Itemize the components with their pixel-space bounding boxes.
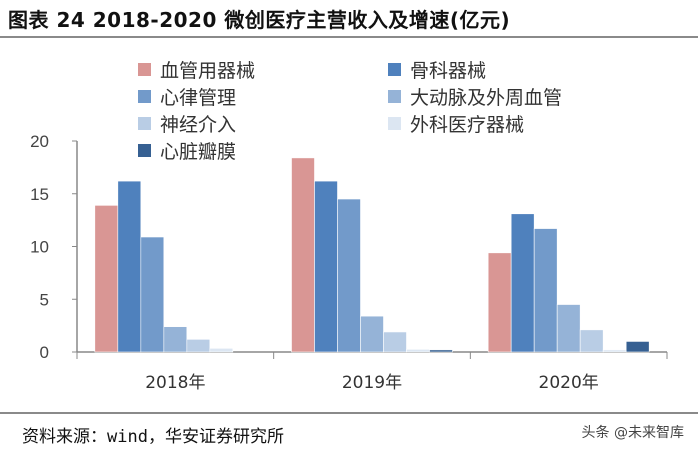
bar-心脏瓣膜 — [625, 341, 650, 353]
x-tick-label: 2019年 — [342, 373, 402, 393]
title-divider — [0, 36, 698, 38]
legend-label: 骨科器械 — [410, 60, 486, 82]
y-tick-label: 5 — [40, 290, 49, 309]
legend-swatch — [138, 63, 151, 76]
bar-外科医疗器械 — [209, 348, 234, 353]
legend-swatch — [138, 117, 151, 130]
y-tick-label: 20 — [30, 132, 49, 151]
y-tick-label: 10 — [30, 238, 49, 257]
bar-骨科器械 — [510, 213, 535, 353]
x-tick-label: 2018年 — [145, 373, 205, 393]
bar-大动脉及外周血管 — [360, 315, 384, 353]
bar-心脏瓣膜 — [429, 349, 453, 353]
watermark: 头条 @未来智库 — [581, 425, 684, 441]
bar-大动脉及外周血管 — [163, 326, 188, 353]
legend-swatch — [388, 117, 401, 130]
bar-血管用器械 — [487, 252, 512, 353]
bar-神经介入 — [579, 329, 604, 353]
legend-swatch — [138, 90, 151, 103]
bar-血管用器械 — [291, 157, 315, 353]
legend-label: 神经介入 — [160, 114, 236, 136]
bar-骨科器械 — [314, 180, 338, 353]
bar-大动脉及外周血管 — [556, 304, 581, 353]
legend-swatch — [138, 144, 151, 157]
bar-心律管理 — [533, 228, 558, 353]
legend-label: 大动脉及外周血管 — [410, 87, 562, 109]
legend-label: 外科医疗器械 — [410, 114, 524, 136]
bar-外科医疗器械 — [406, 349, 430, 353]
x-tick-label: 2020年 — [539, 373, 599, 393]
bar-神经介入 — [383, 331, 407, 353]
legend-swatch — [388, 63, 401, 76]
source-note: 资料来源：wind，华安证券研究所 — [22, 427, 284, 447]
bar-血管用器械 — [94, 205, 119, 353]
legend-label: 心脏瓣膜 — [160, 141, 236, 163]
bar-骨科器械 — [117, 180, 142, 353]
source-divider — [0, 412, 698, 414]
bar-心律管理 — [140, 236, 165, 353]
bar-神经介入 — [186, 339, 211, 353]
y-tick-label: 15 — [30, 185, 49, 204]
legend-swatch — [388, 90, 401, 103]
legend-label: 心律管理 — [160, 87, 236, 109]
bar-外科医疗器械 — [602, 349, 627, 353]
chart-title: 图表 24 2018-2020 微创医疗主营收入及增速(亿元) — [8, 8, 511, 32]
bar-心律管理 — [337, 198, 361, 353]
legend-label: 血管用器械 — [160, 60, 255, 82]
y-tick-label: 0 — [40, 343, 49, 362]
